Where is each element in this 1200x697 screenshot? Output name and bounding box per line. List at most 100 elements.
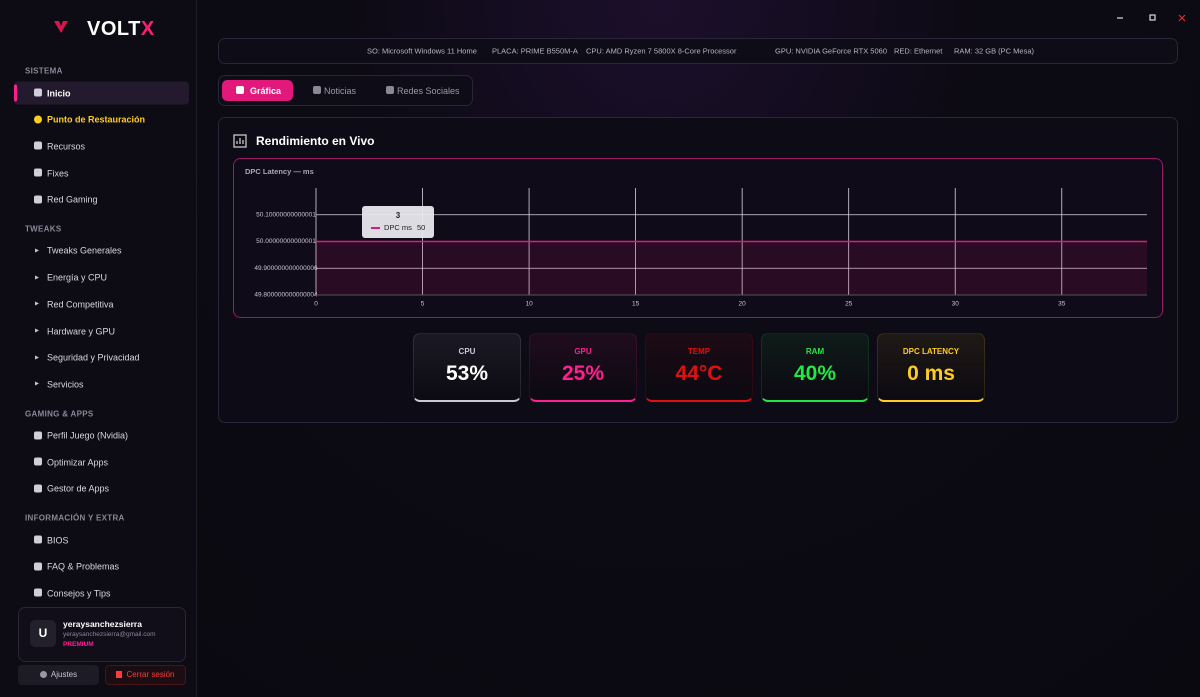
nav-icon — [34, 484, 42, 493]
nav-item[interactable]: Punto de Restauración — [14, 108, 189, 131]
nav-label: Inicio — [47, 88, 71, 98]
nav-label: Energía y CPU — [47, 272, 108, 283]
close-button[interactable] — [1178, 14, 1186, 22]
nav-item[interactable]: Inicio — [14, 81, 189, 105]
logo-text: VOLT — [87, 18, 141, 40]
system-info-bar — [218, 38, 1178, 64]
tab-label: Gráfica — [250, 86, 282, 96]
nav-label: Seguridad y Privacidad — [47, 352, 140, 363]
stat-value: 25% — [561, 362, 605, 385]
stat-card: TEMP 44°C — [645, 333, 753, 402]
nav-label: Recursos — [47, 141, 86, 152]
system-info-item: CPU: AMD Ryzen 7 5800X 8-Core Processor — [586, 46, 737, 56]
tab[interactable]: Noticias — [309, 80, 369, 101]
settings-button[interactable]: Ajustes — [18, 665, 99, 685]
user-plan: PREMIUM — [63, 641, 94, 648]
section-title: GAMING & APPS — [25, 409, 94, 418]
area — [316, 241, 1147, 295]
stat-label: CPU — [458, 347, 476, 356]
nav-item[interactable]: Red Competitiva — [14, 293, 189, 316]
nav-item[interactable]: Perfil Juego (Nvidia) — [14, 424, 189, 447]
nav-icon — [34, 195, 42, 204]
stat-card: RAM 40% — [761, 333, 869, 402]
nav-label: Red Gaming — [47, 194, 98, 205]
nav-item[interactable]: Fixes — [14, 162, 189, 185]
window-controls — [1117, 14, 1186, 22]
system-info-item: RED: Ethernet — [894, 46, 943, 56]
stat-card: CPU 53% — [413, 333, 521, 402]
tab[interactable]: Gráfica — [222, 80, 293, 101]
nav-item[interactable]: Red Gaming — [14, 188, 189, 211]
tooltip-value: 50 — [417, 223, 425, 232]
x-tick-label: 5 — [421, 301, 425, 308]
x-tick-label: 25 — [845, 301, 853, 308]
nav-label: Red Competitiva — [47, 299, 114, 310]
nav-label: Hardware y GPU — [47, 326, 116, 336]
nav-icon — [34, 88, 42, 97]
nav-item[interactable]: Optimizar Apps — [14, 451, 189, 474]
nav-item[interactable]: Tweaks Generales — [14, 239, 189, 262]
section-title: INFORMACIÓN Y EXTRA — [25, 513, 125, 523]
nav-label: Gestor de Apps — [47, 483, 110, 494]
nav-arrow — [35, 248, 39, 253]
logout-icon — [116, 671, 123, 678]
tab-icon — [386, 86, 394, 94]
nav-label: BIOS — [47, 535, 69, 545]
x-tick-label: 35 — [1058, 301, 1066, 308]
stat-label: DPC LATENCY — [902, 347, 960, 356]
nav-label: FAQ & Problemas — [47, 561, 120, 572]
section-title: TWEAKS — [25, 224, 62, 234]
user-email: yeraysanchezsierra@gmail.com — [63, 631, 156, 638]
nav-item[interactable]: Energía y CPU — [14, 266, 189, 289]
nav-icon — [34, 115, 42, 124]
user-card: U yeraysanchezsierra yeraysanchezsierra@… — [18, 607, 186, 662]
maximize-button[interactable] — [1149, 14, 1156, 21]
system-info-item: RAM: 32 GB (PC Mesa) — [954, 46, 1035, 56]
stat-value: 44°C — [675, 362, 723, 385]
stat-label: TEMP — [687, 347, 711, 356]
nav-item[interactable]: Gestor de Apps — [14, 477, 189, 500]
nav-item[interactable]: Recursos — [14, 135, 189, 158]
nav-arrow — [35, 328, 39, 333]
stat-label: RAM — [805, 347, 825, 356]
nav-item[interactable]: Seguridad y Privacidad — [14, 346, 189, 369]
nav-item[interactable]: Hardware y GPU — [14, 320, 189, 343]
tooltip-box — [362, 206, 434, 238]
y-tick-label: 49.900000000000006 — [254, 265, 318, 272]
system-info-item: GPU: NVIDIA GeForce RTX 5060 — [775, 46, 887, 56]
nav-item[interactable]: FAQ & Problemas — [14, 555, 189, 578]
tab-label: Redes Sociales — [397, 86, 460, 96]
x-tick-label: 15 — [632, 301, 640, 308]
nav-arrow — [35, 355, 39, 360]
avatar: U — [30, 620, 56, 647]
system-info-item: SO: Microsoft Windows 11 Home — [367, 46, 477, 56]
tab-icon — [313, 86, 321, 94]
nav-arrow — [35, 301, 39, 306]
tab[interactable]: Redes Sociales — [382, 80, 464, 101]
nav-icon — [34, 562, 42, 571]
nav-item[interactable]: BIOS — [14, 529, 189, 552]
nav-icon — [34, 141, 42, 150]
settings-label: Ajustes — [50, 670, 78, 679]
y-tick-label: 49.800000000000004 — [254, 292, 318, 299]
nav-item[interactable]: Servicios — [14, 373, 189, 396]
nav-icon — [34, 535, 42, 544]
x-tick-label: 20 — [739, 301, 747, 308]
nav-label: Punto de Restauración — [47, 114, 146, 125]
x-tick-label: 10 — [525, 301, 533, 308]
nav-arrow — [35, 381, 39, 386]
nav-icon — [34, 168, 42, 177]
stat-card: DPC LATENCY 0 ms — [877, 333, 985, 402]
system-info-item: PLACA: PRIME B550M-A — [492, 46, 578, 56]
nav-icon — [34, 588, 42, 597]
logo: VOLTX — [87, 18, 155, 41]
nav-icon — [34, 431, 42, 439]
tab-icon — [236, 86, 244, 94]
sidebar: VOLTX SISTEMA Inicio Punto de Restauración… — [0, 0, 197, 697]
logout-button[interactable]: Cerrar sesión — [105, 665, 186, 685]
logo-icon — [54, 21, 68, 33]
tooltip-title: 3 — [396, 211, 401, 220]
nav-item[interactable]: Consejos y Tips — [14, 582, 189, 605]
stat-value: 0 ms — [907, 362, 955, 385]
